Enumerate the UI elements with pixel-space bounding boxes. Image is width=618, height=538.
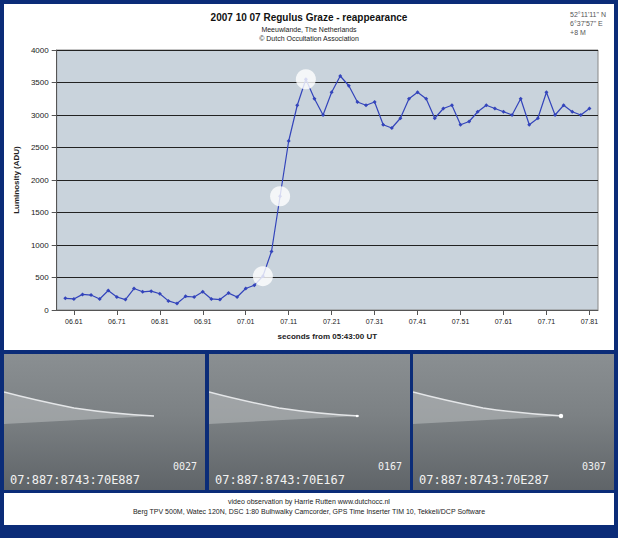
svg-text:2500: 2500 [31,143,49,152]
svg-text:07.01: 07.01 [237,318,255,325]
svg-text:4000: 4000 [31,46,49,55]
svg-text:07.81: 07.81 [581,318,599,325]
svg-text:07.41: 07.41 [409,318,427,325]
svg-text:3000: 3000 [31,111,49,120]
svg-text:06.81: 06.81 [151,318,169,325]
html-text:Berg TPV 500M, Watec 120N, DSC: Berg TPV 500M, Watec 120N, DSC 1:80 Bulh… [133,508,485,515]
svg-text:52°11'11" N: 52°11'11" N [570,11,606,18]
svg-text:07.71: 07.71 [538,318,556,325]
svg-text:07:887:8743:70E167: 07:887:8743:70E167 [215,473,345,487]
html-text:video observation by Harrie Ru: video observation by Harrie Rutten www.d… [228,498,390,505]
svg-text:06.61: 06.61 [65,318,83,325]
svg-text:© Dutch Occultation Associatio: © Dutch Occultation Association [259,35,359,42]
svg-text:1000: 1000 [31,241,49,250]
svg-text:06.91: 06.91 [194,318,212,325]
svg-text:2007 10 07 Regulus Graze - rea: 2007 10 07 Regulus Graze - reappearance [211,12,408,23]
svg-text:0: 0 [44,306,49,315]
svg-text:0167: 0167 [377,461,401,472]
svg-text:06.71: 06.71 [108,318,126,325]
svg-text:07.11: 07.11 [280,318,297,325]
svg-text:Luminosity (ADU): Luminosity (ADU) [12,146,21,214]
svg-text:07:887:8743:70E887: 07:887:8743:70E887 [10,473,140,487]
svg-text:2000: 2000 [31,176,49,185]
svg-text:3500: 3500 [31,78,49,87]
svg-text:+8 M: +8 M [570,29,586,36]
svg-text:07.21: 07.21 [323,318,341,325]
svg-text:07:887:8743:70E287: 07:887:8743:70E287 [419,473,549,487]
svg-text:0027: 0027 [173,461,197,472]
svg-text:Meeuwlande, The Netherlands: Meeuwlande, The Netherlands [261,26,357,33]
svg-text:07.51: 07.51 [452,318,470,325]
svg-text:07.61: 07.61 [495,318,513,325]
svg-text:0307: 0307 [582,461,606,472]
svg-text:1500: 1500 [31,208,49,217]
svg-text:500: 500 [35,273,49,282]
svg-text:seconds from 05:43:00 UT: seconds from 05:43:00 UT [278,332,378,341]
svg-text:07.31: 07.31 [366,318,384,325]
svg-text:6°37'57" E: 6°37'57" E [570,20,603,27]
